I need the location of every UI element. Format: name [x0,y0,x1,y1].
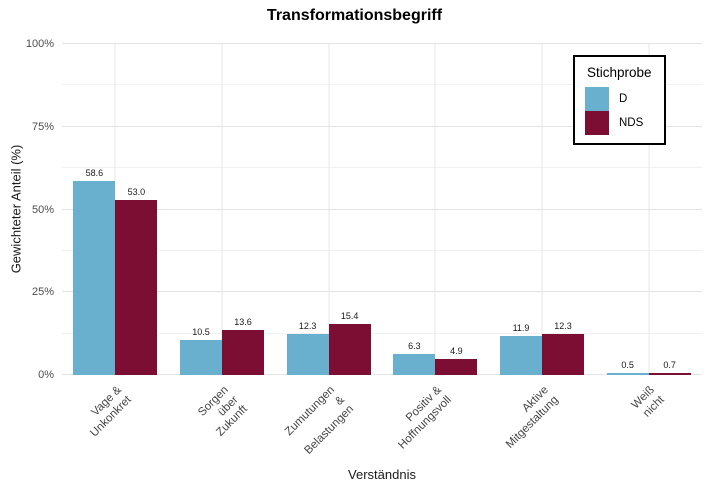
legend-item-nds: NDS [585,111,652,135]
x-axis-tick-labels: Vage & Unkonkret Sorgen über Zukunft Zumut… [62,379,702,463]
legend-label: NDS [619,117,644,129]
minor-gridline [62,332,702,334]
bar-pair: 11.9 12.3 [489,44,596,375]
bar-nds: 13.6 [222,317,264,375]
bar-group: 12.3 15.4 [275,44,382,375]
legend-item-d: D [585,87,652,111]
bar-value-label: 10.5 [192,327,210,338]
major-gridline [62,43,702,44]
bar-value-label: 13.6 [234,316,252,327]
x-tick-label: Vage & Unkonkret [87,384,134,440]
bar-nds: 53.0 [115,187,158,375]
x-tick-label: Weiß nicht [629,384,667,420]
legend-items: D NDS [585,87,652,135]
bar-value-label: 15.4 [340,311,359,322]
vertical-gridline [648,44,650,375]
x-label-cell: Positiv & Hoffnungsvoll [382,379,489,463]
bar-group: 6.3 4.9 [382,44,489,375]
legend-title: Stichprobe [587,65,652,80]
bar-pair: 0.5 0.7 [595,44,702,375]
legend-label: D [619,93,628,105]
bar-value-label: 11.9 [512,322,530,333]
bar-d: 6.3 [393,341,436,375]
bar-value-label: 12.3 [298,321,317,332]
bar-value-label: 6.3 [408,341,421,352]
bar-d: 58.6 [73,168,116,375]
x-label-cell: Sorgen über Zukunft [169,379,276,463]
vertical-gridline [328,44,330,375]
bar-value-label: 0.5 [621,360,634,371]
bar-d: 11.9 [500,323,543,375]
major-gridline [62,291,702,293]
x-label-cell: Weiß nicht [595,379,702,463]
bar-value-label: 58.6 [85,168,104,179]
legend-swatch [585,87,609,111]
bar-d: 0.5 [606,360,649,375]
major-gridline [62,208,702,210]
bar-d: 12.3 [286,321,329,375]
major-gridline [62,374,702,375]
x-label-cell: Vage & Unkonkret [62,379,169,463]
x-label-cell: Zumutungen & Belastungen [275,379,382,463]
x-tick-label: Positiv & Hoffnungsvoll [395,384,454,452]
minor-gridline [62,249,702,251]
bar-value-label: 53.0 [127,186,146,197]
major-gridline [62,125,702,127]
y-tick-label: 75% [31,120,54,133]
y-tick-label: 50% [31,203,54,216]
x-label-cell: Aktive Mitgestaltung [489,379,596,463]
bar-d: 10.5 [180,327,222,375]
bar-pair: 58.6 53.0 [62,44,169,375]
y-tick-label: 25% [31,286,54,299]
bar-pair: 6.3 4.9 [382,44,489,375]
bar-nds: 12.3 [542,321,585,375]
vertical-gridline [221,44,223,375]
bar-value-label: 0.7 [663,359,676,370]
minor-gridline [62,84,702,86]
bar-nds: 4.9 [435,346,478,375]
bar-pair: 12.3 15.4 [275,44,382,375]
bar-value-label: 12.3 [554,321,572,332]
minor-gridline [62,167,702,169]
x-tick-label: Aktive Mitgestaltung [503,384,561,451]
legend: Stichprobe D NDS [573,55,666,145]
vertical-gridline [434,44,436,375]
bar-group: 58.6 53.0 [62,44,169,375]
bar-nds: 0.7 [648,360,691,375]
legend-swatch [585,111,609,135]
y-tick-label: 100% [25,38,54,50]
bar-group: 0.5 0.7 [595,44,702,375]
bar-value-label: 4.9 [450,345,463,356]
y-axis-tick-labels: 0% 25% 50% 75% 100% [0,38,54,381]
x-tick-label: Sorgen über Zukunft [195,384,250,439]
bar-pair: 10.5 13.6 [169,44,276,375]
bar-group: 11.9 12.3 [489,44,596,375]
chart-title: Transformationsbegriff [266,7,443,24]
y-tick-label: 0% [38,369,54,381]
bar-groups: 58.6 53.0 10.5 13.6 12.3 15.4 6.3 4.9 11.9 12.3 0.… [62,44,702,375]
x-axis-title: Verständnis [348,467,416,482]
vertical-gridline [541,44,543,375]
bar-group: 10.5 13.6 [169,44,276,375]
x-tick-label: Zumutungen & Belastungen [283,384,357,457]
bar-nds: 15.4 [328,311,371,375]
plot-area: 58.6 53.0 10.5 13.6 12.3 15.4 6.3 4.9 11.9 12.3 0.… [62,43,702,375]
